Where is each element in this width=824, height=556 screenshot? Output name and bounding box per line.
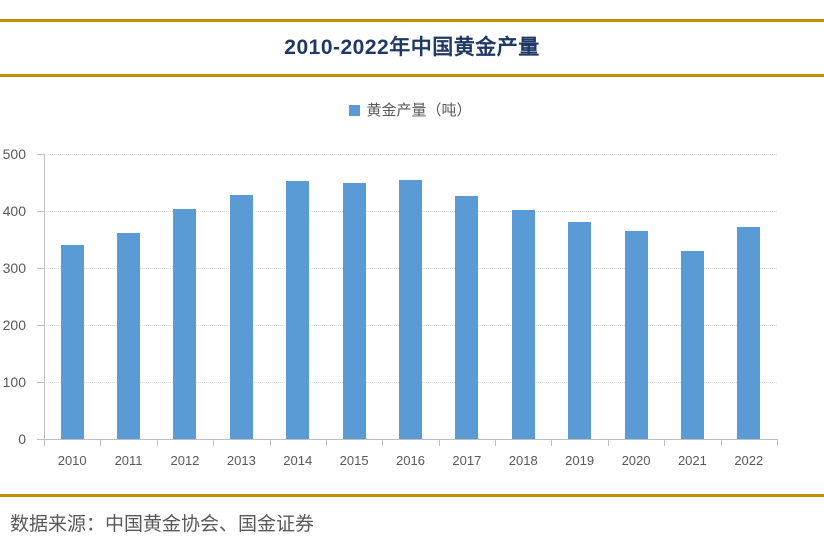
- y-axis-label-200: 200: [2, 317, 26, 333]
- x-tick-3: [213, 439, 215, 446]
- y-axis-label-500: 500: [2, 146, 26, 162]
- y-tick-100: [37, 382, 44, 383]
- y-tick-400: [37, 211, 44, 212]
- bar-2011: [117, 233, 141, 439]
- chart-legend: 黄金产量（吨）: [44, 103, 777, 118]
- y-tick-300: [37, 268, 44, 269]
- x-axis-label-2019: 2019: [565, 453, 595, 468]
- bar-2021: [680, 251, 704, 439]
- x-tick-0: [44, 439, 45, 446]
- y-tick-200: [37, 325, 44, 326]
- x-tick-4: [269, 439, 271, 446]
- bar-2017: [455, 196, 479, 439]
- x-axis-label-2011: 2011: [114, 453, 143, 468]
- bar-2016: [399, 180, 422, 439]
- bar-2020: [624, 230, 648, 439]
- x-axis-label-2012: 2012: [170, 453, 200, 468]
- bar-2022: [737, 226, 761, 439]
- y-axis-label-100: 100: [2, 374, 26, 390]
- y-tick-0: [37, 439, 44, 440]
- x-axis-label-2017: 2017: [452, 453, 482, 468]
- bar-2012: [173, 209, 197, 439]
- x-axis-label-2020: 2020: [621, 453, 651, 468]
- x-tick-12: [720, 439, 722, 446]
- gridline-500: [44, 154, 777, 155]
- chart-title: 2010-2022年中国黄金产量: [284, 36, 540, 59]
- bar-2013: [229, 195, 253, 439]
- x-axis-line: [37, 439, 777, 440]
- x-axis-label-2013: 2013: [226, 453, 256, 468]
- x-tick-1: [100, 439, 102, 446]
- title-divider-rule: [0, 74, 824, 77]
- y-axis-label-300: 300: [2, 260, 26, 276]
- x-tick-2: [156, 439, 158, 446]
- y-axis-label-0: 0: [18, 431, 26, 447]
- x-axis-label-2010: 2010: [57, 453, 87, 468]
- x-axis-label-2014: 2014: [283, 453, 313, 468]
- bar-2014: [286, 181, 310, 439]
- bar-2019: [568, 222, 592, 439]
- x-axis-label-2018: 2018: [508, 453, 538, 468]
- bottom-accent-rule: [0, 494, 824, 497]
- x-tick-9: [551, 439, 553, 446]
- x-axis-label-2021: 2021: [677, 453, 707, 468]
- legend-swatch-icon: [349, 105, 361, 116]
- x-axis-label-2022: 2022: [734, 453, 764, 468]
- top-accent-rule: [0, 19, 824, 22]
- y-tick-500: [37, 154, 44, 155]
- y-axis-label-400: 400: [2, 203, 26, 219]
- bar-2010: [60, 244, 84, 439]
- x-tick-11: [664, 439, 666, 446]
- x-tick-5: [325, 439, 327, 446]
- x-tick-8: [495, 439, 497, 446]
- x-axis-label-2015: 2015: [339, 453, 369, 468]
- x-tick-10: [607, 439, 609, 446]
- x-axis-label-2016: 2016: [396, 453, 425, 468]
- x-tick-13: [777, 439, 778, 446]
- x-tick-7: [438, 439, 440, 446]
- data-source-note: 数据来源：中国黄金协会、国金证券: [10, 514, 315, 535]
- y-axis-line: [44, 154, 45, 439]
- bar-2015: [342, 182, 366, 439]
- x-tick-6: [382, 439, 384, 446]
- legend-label: 黄金产量（吨）: [366, 102, 472, 119]
- bar-2018: [511, 210, 535, 439]
